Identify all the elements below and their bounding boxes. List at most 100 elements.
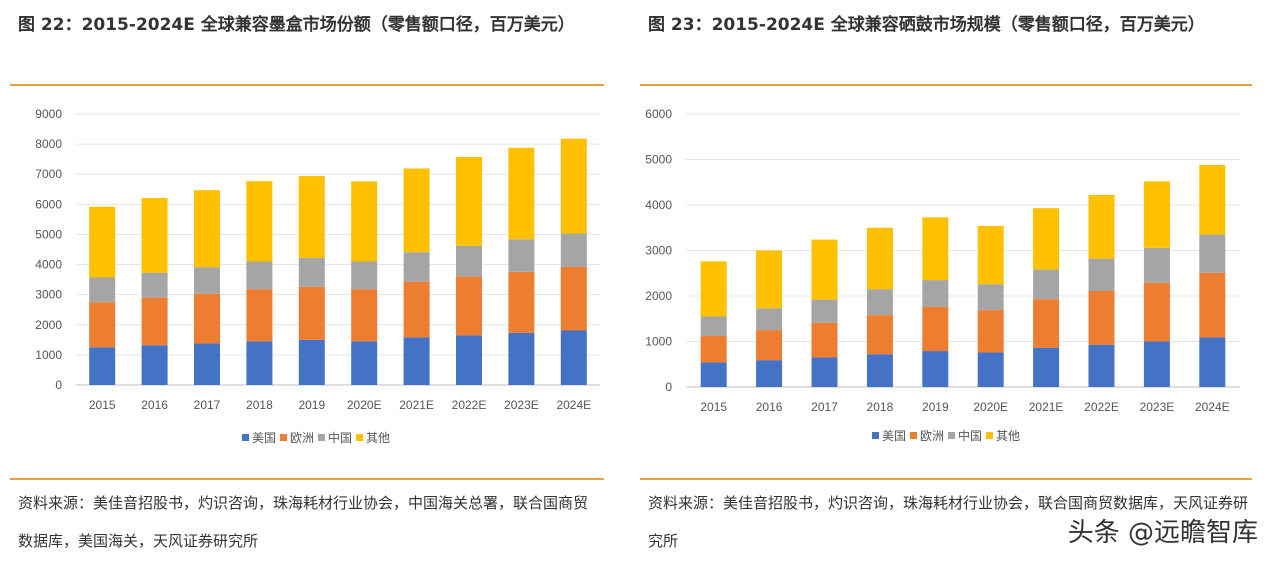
bar-segment xyxy=(89,277,116,303)
bar-segment xyxy=(508,239,535,272)
legend-swatch xyxy=(872,432,879,439)
figure-23-top-rule xyxy=(640,84,1252,86)
figure-22-top-rule xyxy=(10,84,604,86)
bar-segment xyxy=(508,332,535,385)
bar-segment xyxy=(1033,347,1060,387)
bar-segment xyxy=(866,289,893,316)
x-tick-label: 2015 xyxy=(89,398,116,412)
x-tick-label: 2024E xyxy=(556,398,591,412)
figure-22-chart: 0 1000 2000 3000 4000 5000 6000 7000 8000 9000 201… xyxy=(10,88,604,476)
bar-segment xyxy=(560,266,587,331)
y-tick-label: 3000 xyxy=(35,288,62,302)
x-tick-label: 2018 xyxy=(246,398,273,412)
bar-segment xyxy=(560,330,587,385)
x-tick-label: 2019 xyxy=(298,398,325,412)
bar-segment xyxy=(756,330,783,361)
figure-23-chart: 0 1000 2000 3000 4000 5000 6000 2015 2016 2017 201… xyxy=(640,88,1252,476)
bar-segment xyxy=(866,354,893,387)
bar-segment xyxy=(246,181,273,262)
bar-segment xyxy=(1088,194,1115,259)
legend-swatch xyxy=(948,432,955,439)
legend-label: 美国 xyxy=(882,429,906,443)
y-tick-label: 2000 xyxy=(35,318,62,332)
bar-segment xyxy=(298,339,325,385)
figure-22-title: 图 22：2015-2024E 全球兼容墨盒市场份额（零售额口径，百万美元） xyxy=(18,15,575,35)
bar-segment xyxy=(351,289,378,342)
figure-23-chart-svg: 0 1000 2000 3000 4000 5000 6000 2015 2016 2017 201… xyxy=(645,107,1240,443)
bar-segment xyxy=(1143,341,1170,387)
legend-swatch xyxy=(910,432,917,439)
bar-segment xyxy=(1033,269,1060,300)
legend-label: 美国 xyxy=(252,431,276,445)
bar-segment xyxy=(194,267,220,294)
bar-segment xyxy=(1143,282,1170,342)
bar-segment xyxy=(560,138,587,234)
x-tick-label: 2017 xyxy=(194,398,221,412)
x-tick-label: 2021E xyxy=(1029,400,1064,414)
x-tick-label: 2017 xyxy=(811,400,838,414)
bar-segment xyxy=(1033,299,1060,348)
bar-segment xyxy=(456,335,482,385)
bar-segment xyxy=(700,261,727,317)
bar-segment xyxy=(700,362,727,387)
bar-segment xyxy=(866,227,893,290)
bar-segment xyxy=(89,206,116,278)
legend-swatch xyxy=(242,434,249,441)
bar-segment xyxy=(922,280,949,307)
bar-segment xyxy=(403,252,430,282)
x-tick-label: 2022E xyxy=(1084,400,1119,414)
legend-swatch xyxy=(356,434,363,441)
y-tick-label: 4000 xyxy=(645,198,672,212)
bar-segment xyxy=(811,299,838,323)
bar-segment xyxy=(1033,208,1060,270)
bar-segment xyxy=(977,225,1004,285)
legend-label: 欧洲 xyxy=(290,431,314,445)
figure-23-bottom-rule xyxy=(640,478,1252,480)
x-tick-label: 2021E xyxy=(399,398,434,412)
y-tick-label: 1000 xyxy=(645,335,672,349)
watermark: 头条 @远瞻智库 xyxy=(1067,518,1258,548)
bar-segment xyxy=(1088,344,1115,387)
figure-22-bottom-rule xyxy=(10,478,604,480)
bar-segment xyxy=(351,181,378,262)
legend-label: 欧洲 xyxy=(920,429,944,443)
bar-segment xyxy=(1088,258,1115,291)
y-tick-label: 2000 xyxy=(645,289,672,303)
legend-label: 中国 xyxy=(328,430,352,445)
bar-segment xyxy=(922,217,949,281)
figure-23-title: 图 23：2015-2024E 全球兼容硒鼓市场规模（零售额口径，百万美元） xyxy=(648,15,1205,35)
y-tick-label: 6000 xyxy=(645,107,672,121)
bar-segment xyxy=(977,284,1004,311)
figure-22-chart-svg: 0 1000 2000 3000 4000 5000 6000 7000 8000 9000 201… xyxy=(35,107,600,445)
legend-label: 其他 xyxy=(366,431,390,445)
bar-segment xyxy=(560,233,587,267)
y-tick-label: 1000 xyxy=(35,348,62,362)
x-tick-label: 2016 xyxy=(756,400,783,414)
bar-segment xyxy=(141,272,168,298)
bar-segment xyxy=(700,316,727,336)
bar-segment xyxy=(508,271,535,333)
bar-segment xyxy=(1199,337,1226,387)
figure-23-panel: 图 23：2015-2024E 全球兼容硒鼓市场规模（零售额口径，百万美元） 0… xyxy=(640,0,1252,550)
bar-segment xyxy=(298,257,325,287)
bar-segment xyxy=(456,276,482,336)
x-tick-label: 2018 xyxy=(867,400,894,414)
bar-segment xyxy=(403,337,430,385)
bar-segment xyxy=(1143,247,1170,283)
bar-segment xyxy=(922,306,949,352)
x-tick-label: 2020E xyxy=(973,400,1008,414)
bar-segment xyxy=(1199,234,1226,273)
legend-swatch xyxy=(280,434,287,441)
x-tick-label: 2024E xyxy=(1195,400,1230,414)
legend-swatch xyxy=(318,434,325,441)
figure-22-panel: 图 22：2015-2024E 全球兼容墨盒市场份额（零售额口径，百万美元） 0… xyxy=(10,0,604,550)
y-tick-label: 7000 xyxy=(35,167,62,181)
x-tick-label: 2023E xyxy=(504,398,539,412)
bar-segment xyxy=(194,343,220,385)
bar-segment xyxy=(194,190,220,268)
y-tick-label: 0 xyxy=(665,380,672,394)
bar-segment xyxy=(756,250,783,309)
bar-segment xyxy=(403,168,430,253)
bar-segment xyxy=(456,157,482,246)
y-tick-label: 9000 xyxy=(35,107,62,121)
